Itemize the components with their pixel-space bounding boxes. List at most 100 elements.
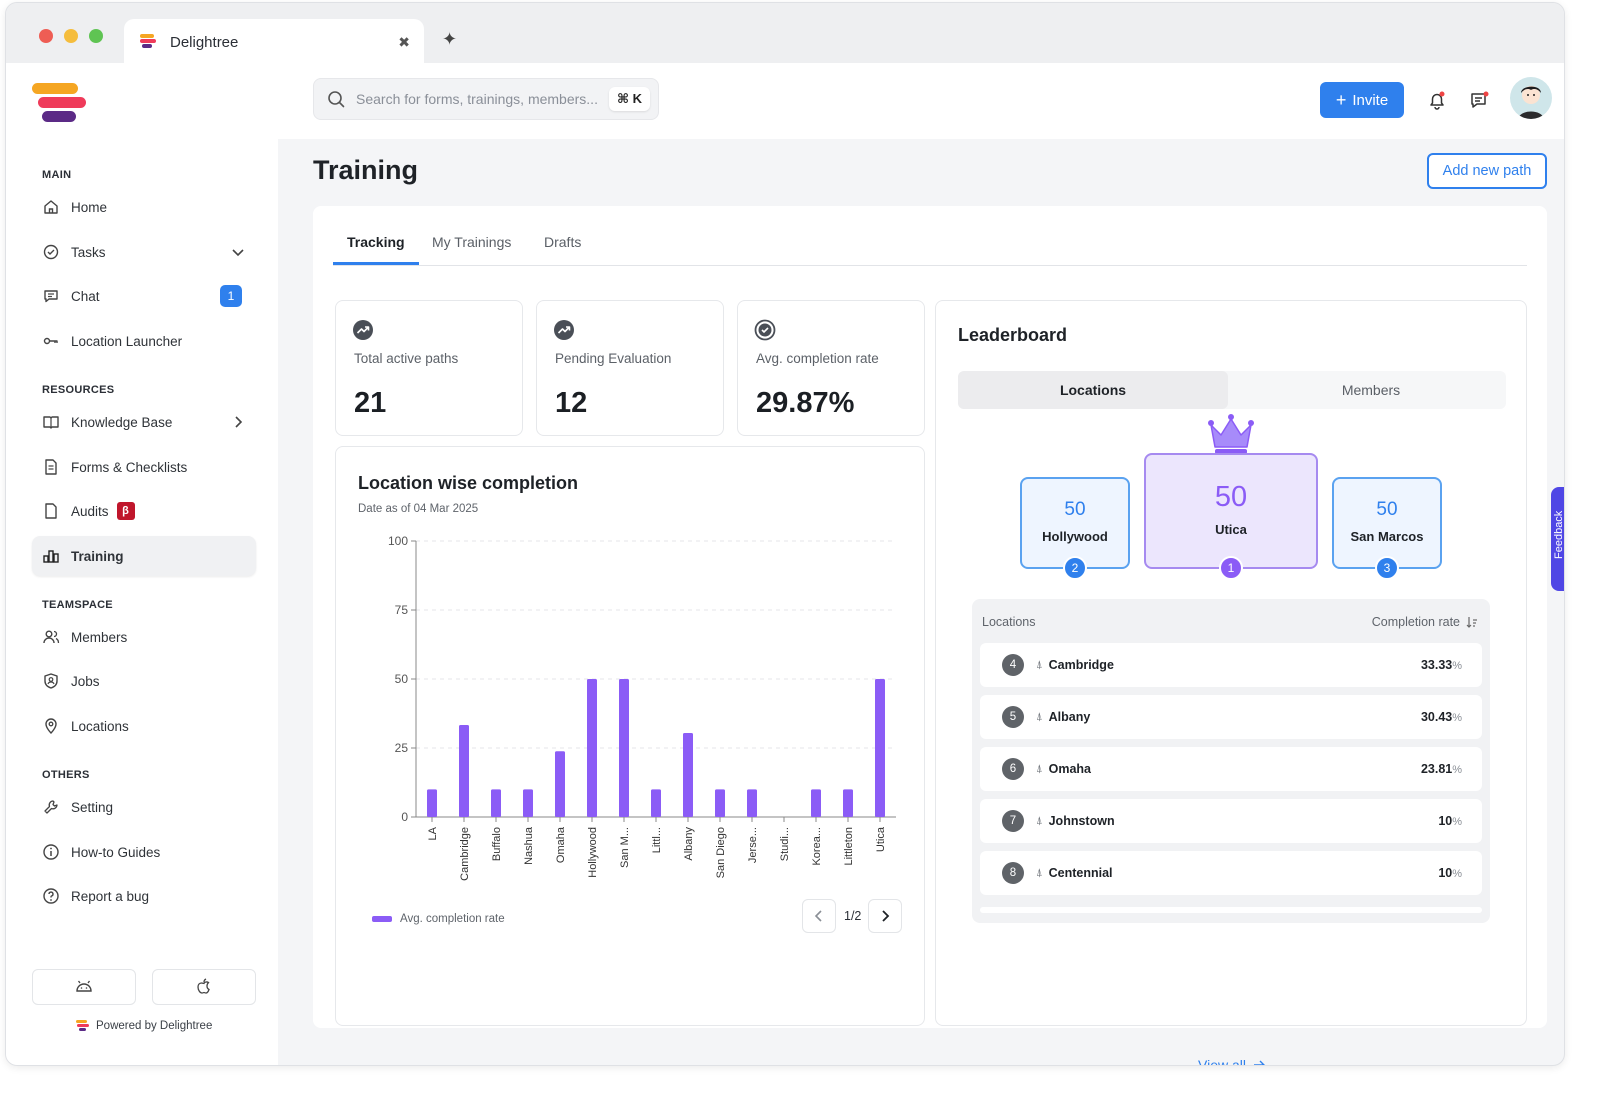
sidebar-item-label: Jobs (71, 673, 100, 689)
sidebar-item-label: Chat (71, 288, 100, 304)
tab-drafts[interactable]: Drafts (544, 234, 582, 250)
add-new-path-button[interactable]: Add new path (1427, 153, 1547, 189)
chart-bar (427, 789, 437, 817)
chart-bar (619, 679, 629, 817)
stat-label: Avg. completion rate (756, 351, 879, 366)
close-window-button[interactable] (39, 29, 53, 43)
leaderboard-card: Leaderboard Locations Members 50 Hollywo… (935, 300, 1527, 1065)
sidebar-item-knowledge-base[interactable]: Knowledge Base (32, 402, 256, 442)
training-panel: Tracking My Trainings Drafts Total activ… (313, 206, 1547, 1065)
chart-bar (715, 789, 725, 817)
maximize-window-button[interactable] (89, 29, 103, 43)
row-rank: 8 (1002, 862, 1024, 884)
legend-swatch (372, 916, 392, 922)
tab-tracking[interactable]: Tracking (333, 234, 419, 265)
tab-bar: Tracking My Trainings Drafts (333, 226, 1527, 266)
column-header-completion-rate[interactable]: Completion rate (1372, 615, 1478, 629)
sidebar-item-report-bug[interactable]: Report a bug (32, 876, 256, 916)
chart-title: Location wise completion (358, 473, 579, 493)
file-icon (45, 503, 57, 519)
view-all-link[interactable]: View all (1198, 1057, 1266, 1066)
feedback-tab[interactable]: Feedback (1551, 487, 1564, 591)
stat-value: 21 (354, 387, 387, 419)
sidebar-item-tasks[interactable]: Tasks (32, 232, 256, 272)
arrow-right-icon (1254, 1060, 1265, 1065)
user-avatar[interactable] (1510, 77, 1552, 119)
bell-icon[interactable] (1426, 89, 1448, 111)
x-tick-label: Studi... (779, 827, 791, 861)
podium-third[interactable]: 50 San Marcos (1332, 477, 1442, 569)
sidebar-item-forms[interactable]: Forms & Checklists (32, 447, 256, 487)
android-app-button[interactable] (32, 969, 136, 1005)
search-icon (328, 91, 345, 108)
segment-locations[interactable]: Locations (958, 371, 1228, 409)
location-pin-icon: ⍋ (1036, 814, 1043, 827)
beta-badge: β (116, 502, 135, 520)
sidebar-item-guides[interactable]: How-to Guides (32, 832, 256, 872)
tab-my-trainings[interactable]: My Trainings (432, 234, 512, 250)
leaderboard-row[interactable]: 8 ⍋ Centennial 10% (980, 851, 1482, 895)
row-value: 10% (1438, 814, 1462, 828)
sidebar-item-audits[interactable]: Audits β (32, 491, 256, 531)
browser-tab-title: Delightree (170, 33, 239, 51)
chart-bar (587, 679, 597, 817)
y-tick-label: 0 (401, 810, 408, 824)
row-value: 30.43% (1420, 710, 1462, 724)
sidebar-item-setting[interactable]: Setting (32, 787, 256, 827)
chart-page-indicator: 1/2 (844, 909, 862, 923)
row-rank: 7 (1002, 810, 1024, 832)
rank-badge: 2 (1063, 556, 1087, 580)
podium-first[interactable]: 50 Utica (1144, 453, 1318, 569)
segment-members[interactable]: Members (1341, 382, 1401, 398)
chart-next-page-button[interactable] (868, 899, 902, 933)
leaderboard-row[interactable]: 6 ⍋ Omaha 23.81% (980, 747, 1482, 791)
leaderboard-row[interactable]: 4 ⍋ Cambridge 33.33% (980, 643, 1482, 687)
row-name: Johnstown (1048, 814, 1115, 828)
sidebar-item-label: Tasks (71, 244, 106, 260)
leaderboard-row[interactable]: 7 ⍋ Johnstown 10% (980, 799, 1482, 843)
chevron-right-icon[interactable] (230, 414, 246, 430)
chart-subtitle: Date as of 04 Mar 2025 (358, 503, 479, 515)
view-all-label: View all (1198, 1057, 1246, 1066)
sidebar-item-label: Location Launcher (71, 333, 183, 349)
delightree-favicon-icon (140, 34, 156, 48)
y-tick-label: 75 (395, 603, 409, 617)
delightree-logo[interactable] (32, 81, 86, 127)
invite-button[interactable]: + Invite (1320, 82, 1404, 118)
location-pin-icon: ⍋ (1036, 710, 1043, 723)
messages-icon[interactable] (1469, 89, 1491, 111)
pin-icon[interactable]: ✖ (398, 33, 410, 50)
chart-bar (747, 789, 757, 817)
ios-app-button[interactable] (152, 969, 256, 1005)
stat-label: Pending Evaluation (555, 351, 672, 366)
sidebar-item-members[interactable]: Members (32, 617, 256, 657)
sidebar-item-chat[interactable]: Chat 1 (32, 276, 256, 316)
podium-value: 50 (1376, 499, 1398, 520)
apple-icon (197, 978, 210, 994)
row-value: 23.81% (1420, 762, 1462, 776)
x-tick-label: Nashua (523, 826, 535, 865)
global-search[interactable]: ⌘ K (313, 78, 659, 120)
plus-icon: + (1335, 90, 1347, 110)
chevron-down-icon[interactable] (230, 244, 246, 260)
chart-prev-page-button[interactable] (802, 899, 836, 933)
sidebar-item-training[interactable]: Training (32, 536, 256, 576)
row-rank: 4 (1002, 654, 1024, 676)
x-tick-label: Cambridge (459, 827, 471, 881)
row-rank: 5 (1002, 706, 1024, 728)
new-tab-sparkle-icon[interactable]: ✦ (442, 29, 458, 49)
x-tick-label: Buffalo (491, 827, 503, 861)
browser-tab[interactable]: Delightree ✖ (124, 19, 424, 65)
minimize-window-button[interactable] (64, 29, 78, 43)
row-name: Centennial (1048, 866, 1113, 880)
search-input[interactable] (356, 91, 609, 107)
sidebar-item-home[interactable]: Home (32, 187, 256, 227)
rank-badge: 1 (1219, 556, 1243, 580)
leaderboard-row[interactable]: 5 ⍋ Albany 30.43% (980, 695, 1482, 739)
sidebar-item-jobs[interactable]: Jobs (32, 661, 256, 701)
podium-second[interactable]: 50 Hollywood (1020, 477, 1130, 569)
sidebar-item-location-launcher[interactable]: Location Launcher (32, 321, 256, 361)
stat-value: 29.87% (756, 387, 855, 419)
chart-bar (875, 679, 885, 817)
sidebar-item-locations[interactable]: Locations (32, 706, 256, 746)
